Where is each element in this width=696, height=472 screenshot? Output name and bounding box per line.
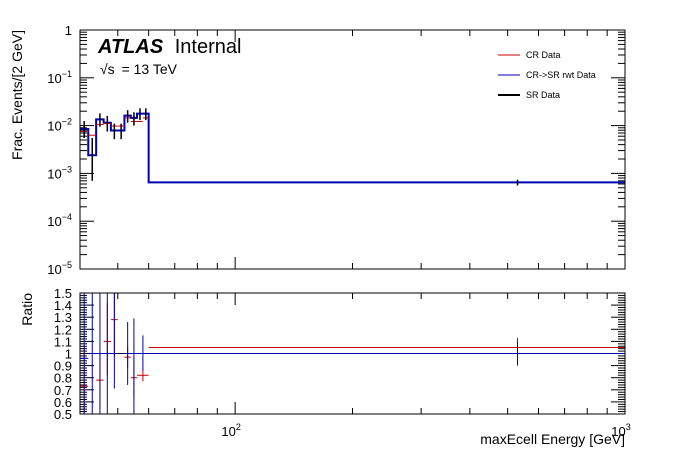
tick-exponent: −5 (62, 260, 72, 270)
atlas-label: ATLAS Internal √s = 13 TeV (97, 36, 241, 77)
lower-ytick-label: 0.5 (54, 407, 72, 422)
upper-ylabel: Frac. Events/[2 GeV] (9, 30, 25, 160)
lower-panel: 0.50.60.70.80.911.11.21.31.41.5 102 103 R… (19, 286, 631, 447)
atlas-experiment: ATLAS (97, 36, 164, 58)
tick-base: 10 (47, 166, 61, 181)
upper-ytick-label: 10−1 (47, 69, 72, 86)
tick-base: 10 (47, 214, 61, 229)
upper-panel: 110−110−210−310−410−5 Frac. Events/[2 Ge… (9, 23, 626, 277)
lower-ytick-label: 0.6 (54, 395, 72, 410)
tick-exponent: −2 (62, 117, 72, 127)
atlas-status: Internal (175, 36, 242, 58)
tick-exponent: −4 (62, 212, 72, 222)
lower-ytick-label: 0.7 (54, 383, 72, 398)
legend-label-cr: CR Data (526, 50, 561, 60)
lower-ytick-label: 1.5 (54, 286, 72, 301)
upper-ytick-label: 10−4 (47, 212, 72, 229)
upper-ytick-label: 1 (65, 23, 72, 38)
legend-label-sr: SR Data (526, 90, 560, 100)
energy-sqrt: √s (100, 61, 115, 77)
lower-ytick-label: 1.2 (54, 322, 72, 337)
tick-base: 10 (47, 119, 61, 134)
lower-series (80, 293, 625, 414)
lower-ytick-labels: 0.50.60.70.80.911.11.21.31.41.5 (54, 286, 72, 422)
legend: CR Data CR->SR rwt Data SR Data (498, 50, 596, 100)
tick-base: 10 (47, 262, 61, 277)
svg-text:ATLAS Internal: ATLAS Internal (97, 36, 241, 58)
tick-exponent: −1 (62, 69, 72, 79)
energy-value: = 13 TeV (122, 61, 178, 77)
svg-text:√s = 13 TeV: √s = 13 TeV (100, 61, 178, 77)
upper-ytick-labels: 110−110−210−310−410−5 (47, 23, 72, 277)
upper-frame (79, 29, 626, 270)
tick-exponent: −3 (62, 164, 72, 174)
upper-ytick-label: 10−5 (47, 260, 72, 277)
upper-series (80, 108, 625, 186)
lower-frame (79, 292, 626, 415)
lower-ytick-label: 1.1 (54, 334, 72, 349)
tick-base: 1 (65, 23, 72, 38)
lower-xtick-labels: 102 103 (221, 422, 630, 439)
lower-ytick-label: 1.4 (54, 298, 72, 313)
lower-ytick-label: 1.3 (54, 310, 72, 325)
tick-base: 10 (221, 424, 235, 439)
lower-ytick-label: 0.9 (54, 359, 72, 374)
legend-label-rwt: CR->SR rwt Data (526, 70, 596, 80)
lower-xtick-label: 102 (221, 422, 240, 439)
lower-ytick-label: 0.8 (54, 371, 72, 386)
lower-ytick-label: 1 (65, 347, 72, 362)
upper-ytick-label: 10−3 (47, 164, 72, 181)
upper-ytick-label: 10−2 (47, 117, 72, 134)
xaxis-label: maxEcell Energy [GeV] (480, 431, 625, 447)
lower-ylabel: Ratio (19, 293, 35, 326)
lower-xtick-label: 103 (611, 422, 630, 439)
tick-base: 10 (47, 71, 61, 86)
tick-exponent: 2 (236, 422, 241, 432)
tick-exponent: 3 (626, 422, 631, 432)
tick-base: 10 (611, 424, 625, 439)
